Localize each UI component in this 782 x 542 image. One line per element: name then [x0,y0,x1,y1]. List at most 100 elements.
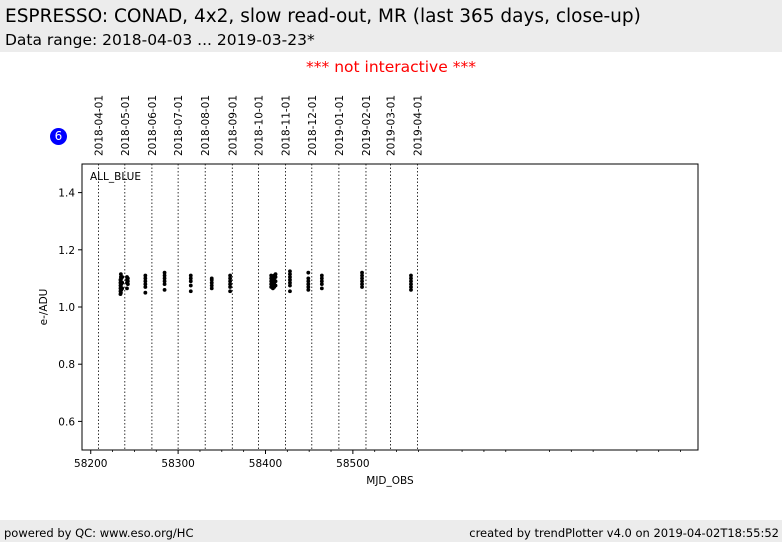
data-point [319,279,324,284]
data-point [288,269,292,274]
data-point [288,275,292,279]
data-point [288,280,292,285]
data-point [319,286,324,291]
data-point [162,276,167,281]
month-labels: 2018-04-01 2018-05-01 2018-06-01 2018-07-01… [94,95,425,156]
x-tick-label: 58300 [161,458,194,470]
data-point [188,289,193,294]
data-point [125,279,130,284]
data-point [143,273,148,278]
data-point [125,286,129,291]
data-point [273,279,278,284]
x-axis-label: MJD_OBS [366,475,414,487]
data-point [288,283,292,288]
header-band: ESPRESSO: CONAD, 4x2, slow read-out, MR … [0,0,782,52]
data-point [306,279,311,284]
x-tick-label: 58400 [249,458,282,470]
month-label: 2018-07-01 [173,95,185,156]
data-point [360,282,364,287]
data-point [409,285,413,289]
data-point [319,273,324,278]
data-point [209,286,214,291]
data-point [125,276,130,281]
data-point [162,279,167,284]
data-point [162,282,167,287]
data-point [360,276,364,281]
y-axis-label: e-/ADU [38,289,50,326]
footer-created-by: created by trendPlotter v4.0 on 2019-04-… [469,526,779,540]
data-range-subtitle: Data range: 2018-04-03 ... 2019-03-23* [5,31,315,49]
data-point [228,285,233,289]
data-point [143,285,148,289]
data-point [360,279,364,284]
month-label: 2018-12-01 [307,95,319,156]
data-point [162,270,167,275]
data-point [409,279,413,284]
data-point [228,273,233,278]
data-point [288,272,292,277]
data-point [273,283,278,288]
month-lines [98,164,418,450]
y-tick-label: 0.8 [58,359,75,371]
data-point [188,279,193,284]
y-tick-label: 1.2 [58,245,75,257]
x-axis-ticks: 58200 58300 58400 58500 [74,450,681,470]
data-point [288,289,292,294]
data-point [228,289,233,294]
y-tick-label: 0.6 [58,416,75,428]
month-label: 2018-09-01 [227,95,239,156]
month-label: 2018-08-01 [200,95,212,156]
month-label: 2018-04-01 [94,95,106,156]
data-point [120,275,125,279]
month-label: 2018-11-01 [281,95,293,156]
data-point [188,273,193,278]
month-label: 2019-04-01 [413,95,425,156]
x-tick-label: 58500 [336,458,369,470]
data-point [209,280,214,285]
data-point [125,282,130,287]
month-label: 2019-01-01 [334,95,346,156]
data-point [118,272,123,277]
data-point [228,276,233,281]
data-point [409,273,413,278]
data-point [118,290,123,295]
data-point [306,276,311,281]
data-point [288,277,292,282]
data-point [273,275,278,279]
data-point [143,279,148,284]
data-point [360,270,364,275]
data-point [143,282,148,287]
data-point [273,272,278,277]
data-point [319,276,324,281]
footer-band: powered by QC: www.eso.org/HC created by… [0,520,782,542]
data-point [120,286,125,291]
scatter-chart: 2018-04-01 2018-05-01 2018-06-01 2018-07-01… [38,95,699,487]
data-point [306,287,311,292]
x-tick-label: 58200 [74,458,107,470]
month-label: 2018-05-01 [120,95,132,156]
data-point [162,287,167,292]
data-point [360,273,364,278]
data-point [306,285,311,289]
data-point [120,280,125,285]
panel-label: ALL_BLUE [90,171,141,183]
y-tick-label: 1.0 [58,302,75,314]
month-label: 2019-02-01 [361,95,373,156]
y-tick-label: 1.4 [58,188,75,200]
data-point [143,290,148,295]
not-interactive-notice: *** not interactive *** [306,58,476,76]
plot-frame [81,163,699,451]
data-point [319,282,324,287]
data-point [409,276,413,281]
data-point [409,282,413,287]
data-points [118,269,413,297]
month-label: 2019-03-01 [385,95,397,156]
y-axis-ticks: 0.6 0.8 1.0 1.2 1.4 [58,188,82,428]
data-point [162,273,167,278]
data-point [143,276,148,281]
data-point [409,287,413,292]
data-point [306,282,311,287]
data-point [228,282,233,287]
data-point [209,283,214,288]
data-point [306,270,311,275]
